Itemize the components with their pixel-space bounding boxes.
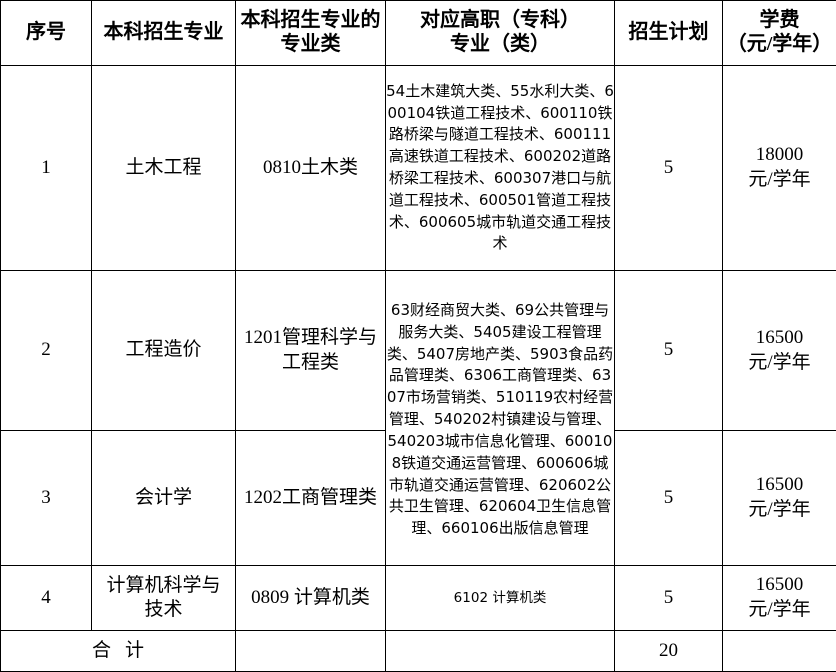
row-vocational-merged: 63财经商贸大类、69公共管理与服务大类、5405建设工程管理类、5407房地产… xyxy=(386,271,615,566)
row-category: 1202工商管理类 xyxy=(236,431,386,566)
row-seq: 3 xyxy=(1,431,92,566)
row-fee-unit: 元/学年 xyxy=(723,351,836,376)
column-header-category-line1: 本科招生专业的 xyxy=(241,9,381,31)
row-category: 0810土木类 xyxy=(236,66,386,271)
row-major: 会计学 xyxy=(92,431,236,566)
row-major-line1: 计算机科学与 xyxy=(106,575,220,596)
row-fee: 16500 元/学年 xyxy=(723,271,836,431)
row-fee-amount: 16500 xyxy=(723,473,836,498)
column-header-category-line2: 专业类 xyxy=(281,33,341,55)
table-row: 2 工程造价 1201管理科学与 工程类 63财经商贸大类、69公共管理与服务大… xyxy=(1,271,836,431)
row-plan: 5 xyxy=(615,431,723,566)
row-fee: 16500 元/学年 xyxy=(723,566,836,631)
row-category-line2: 工程类 xyxy=(282,352,339,373)
row-major: 工程造价 xyxy=(92,271,236,431)
row-fee-amount: 16500 xyxy=(723,573,836,598)
column-header-major-text: 本科招生专业 xyxy=(104,21,224,43)
column-header-seq-text: 序号 xyxy=(26,21,66,43)
table-body: 1 土木工程 0810土木类 54土木建筑大类、55水利大类、600104铁道工… xyxy=(1,66,836,672)
row-major: 土木工程 xyxy=(92,66,236,271)
total-fee-empty xyxy=(723,631,836,672)
column-header-category: 本科招生专业的 专业类 xyxy=(236,1,386,66)
row-category: 0809 计算机类 xyxy=(236,566,386,631)
column-header-seq: 序号 xyxy=(1,1,92,66)
row-major-line2: 技术 xyxy=(144,599,182,620)
row-plan: 5 xyxy=(615,566,723,631)
total-label-char1: 合 xyxy=(92,640,125,661)
row-vocational: 54土木建筑大类、55水利大类、600104铁道工程技术、600110铁路桥梁与… xyxy=(386,66,615,271)
column-header-plan-text: 招生计划 xyxy=(629,21,709,43)
row-category-line1: 1201管理科学与 xyxy=(244,327,377,348)
total-category-empty xyxy=(236,631,386,672)
column-header-plan: 招生计划 xyxy=(615,1,723,66)
column-header-fee: 学费 （元/学年） xyxy=(723,1,836,66)
total-label-text: 合计 xyxy=(78,639,158,664)
row-fee-unit: 元/学年 xyxy=(723,168,836,193)
row-fee: 16500 元/学年 xyxy=(723,431,836,566)
total-vocational-empty xyxy=(386,631,615,672)
column-header-vocational: 对应高职（专科） 专业（类） xyxy=(386,1,615,66)
total-plan: 20 xyxy=(615,631,723,672)
row-seq: 2 xyxy=(1,271,92,431)
total-label-char2: 计 xyxy=(125,640,158,661)
row-fee: 18000 元/学年 xyxy=(723,66,836,271)
table-row: 1 土木工程 0810土木类 54土木建筑大类、55水利大类、600104铁道工… xyxy=(1,66,836,271)
table-row: 4 计算机科学与 技术 0809 计算机类 6102 计算机类 5 16500 … xyxy=(1,566,836,631)
row-seq: 4 xyxy=(1,566,92,631)
column-header-vocational-line2: 专业（类） xyxy=(450,33,550,55)
row-fee-unit: 元/学年 xyxy=(723,498,836,523)
row-fee-unit: 元/学年 xyxy=(723,598,836,623)
table-header: 序号 本科招生专业 本科招生专业的 专业类 对应高职（专科） 专业（类） 招生计… xyxy=(1,1,836,66)
row-fee-amount: 16500 xyxy=(723,326,836,351)
table-total-row: 合计 20 xyxy=(1,631,836,672)
column-header-fee-line1: 学费 xyxy=(760,9,800,31)
total-label: 合计 xyxy=(1,631,236,672)
column-header-fee-line2: （元/学年） xyxy=(727,33,833,55)
row-major: 计算机科学与 技术 xyxy=(92,566,236,631)
row-fee-amount: 18000 xyxy=(723,143,836,168)
column-header-major: 本科招生专业 xyxy=(92,1,236,66)
column-header-vocational-line1: 对应高职（专科） xyxy=(420,9,580,31)
header-row: 序号 本科招生专业 本科招生专业的 专业类 对应高职（专科） 专业（类） 招生计… xyxy=(1,1,836,66)
row-category: 1201管理科学与 工程类 xyxy=(236,271,386,431)
row-seq: 1 xyxy=(1,66,92,271)
row-vocational: 6102 计算机类 xyxy=(386,566,615,631)
row-plan: 5 xyxy=(615,271,723,431)
row-plan: 5 xyxy=(615,66,723,271)
